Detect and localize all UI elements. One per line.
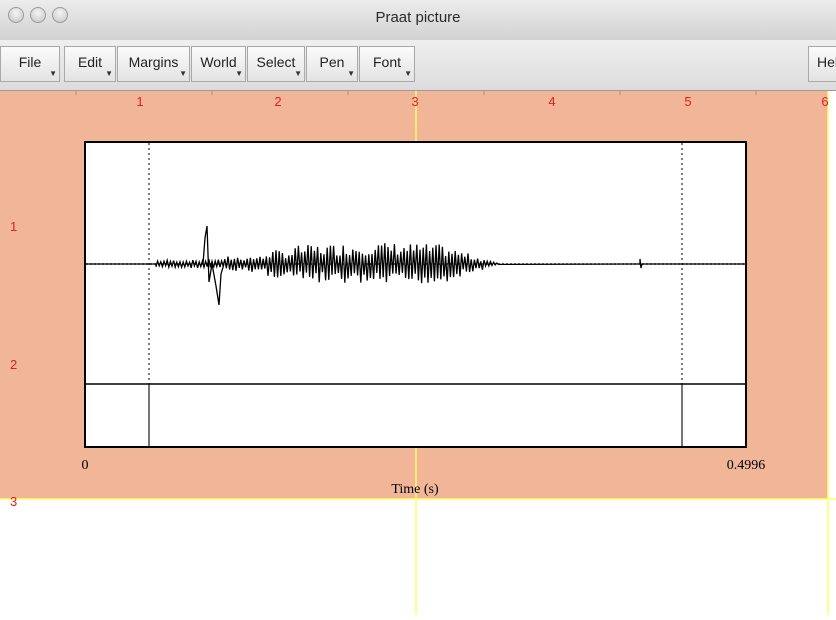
waveform: [86, 225, 745, 306]
ruler-top-label: 2: [274, 94, 281, 109]
dropdown-arrow-icon: ▼: [294, 69, 302, 78]
menu-pen[interactable]: Pen ▼: [306, 46, 358, 82]
menu-label: Select: [256, 54, 296, 70]
close-button[interactable]: [8, 7, 24, 23]
menu-label: Edit: [77, 54, 103, 70]
window-title: Praat picture: [375, 9, 461, 26]
dropdown-arrow-icon: ▼: [235, 69, 243, 78]
menu-label: Pen: [319, 54, 345, 70]
zoom-button[interactable]: [52, 7, 68, 23]
x-axis-min-label: 0: [82, 458, 89, 473]
dropdown-arrow-icon: ▼: [179, 69, 187, 78]
menu-margins[interactable]: Margins ▼: [117, 46, 190, 82]
menu-edit[interactable]: Edit ▼: [64, 46, 116, 82]
dropdown-arrow-icon: ▼: [347, 69, 355, 78]
ruler-left: 1 2 3: [10, 219, 17, 509]
ruler-left-label: 3: [10, 494, 17, 509]
menu-font[interactable]: Font ▼: [359, 46, 415, 82]
menu-label: Help: [817, 54, 836, 70]
x-axis-max-label: 0.4996: [727, 458, 766, 473]
minimize-button[interactable]: [30, 7, 46, 23]
menu-help[interactable]: Help: [808, 46, 836, 82]
menu-select[interactable]: Select ▼: [247, 46, 305, 82]
ruler-ticks: [75, 91, 757, 95]
menu-world[interactable]: World ▼: [191, 46, 246, 82]
dropdown-arrow-icon: ▼: [105, 69, 113, 78]
x-axis-title: Time (s): [391, 482, 439, 497]
dropdown-arrow-icon: ▼: [49, 69, 57, 78]
menubar: File ▼ Edit ▼ Margins ▼ World ▼ Select ▼ Pen ▼…: [0, 40, 836, 91]
ruler-top-label: 3: [411, 94, 418, 109]
menu-label: File: [18, 54, 42, 70]
menu-label: Margins: [128, 54, 179, 70]
menu-label: Font: [372, 54, 401, 70]
ruler-top-label: 1: [136, 94, 143, 109]
ruler-top-label: 6: [821, 94, 828, 109]
plot-frame: [84, 141, 747, 448]
ruler-top-label: 5: [684, 94, 691, 109]
ruler-left-label: 2: [10, 357, 17, 372]
ruler-top: 1 2 3 4 5 6: [136, 94, 828, 109]
menu-label: World: [200, 54, 237, 70]
window-titlebar: Praat picture: [0, 0, 836, 41]
ruler-left-label: 1: [10, 219, 17, 234]
ruler-top-label: 4: [548, 94, 555, 109]
picture-canvas[interactable]: 1 2 3 4 5 6 1 2 3 0 0.4996 Time (s): [0, 91, 836, 615]
dropdown-arrow-icon: ▼: [404, 69, 412, 78]
menu-file[interactable]: File ▼: [0, 46, 60, 82]
